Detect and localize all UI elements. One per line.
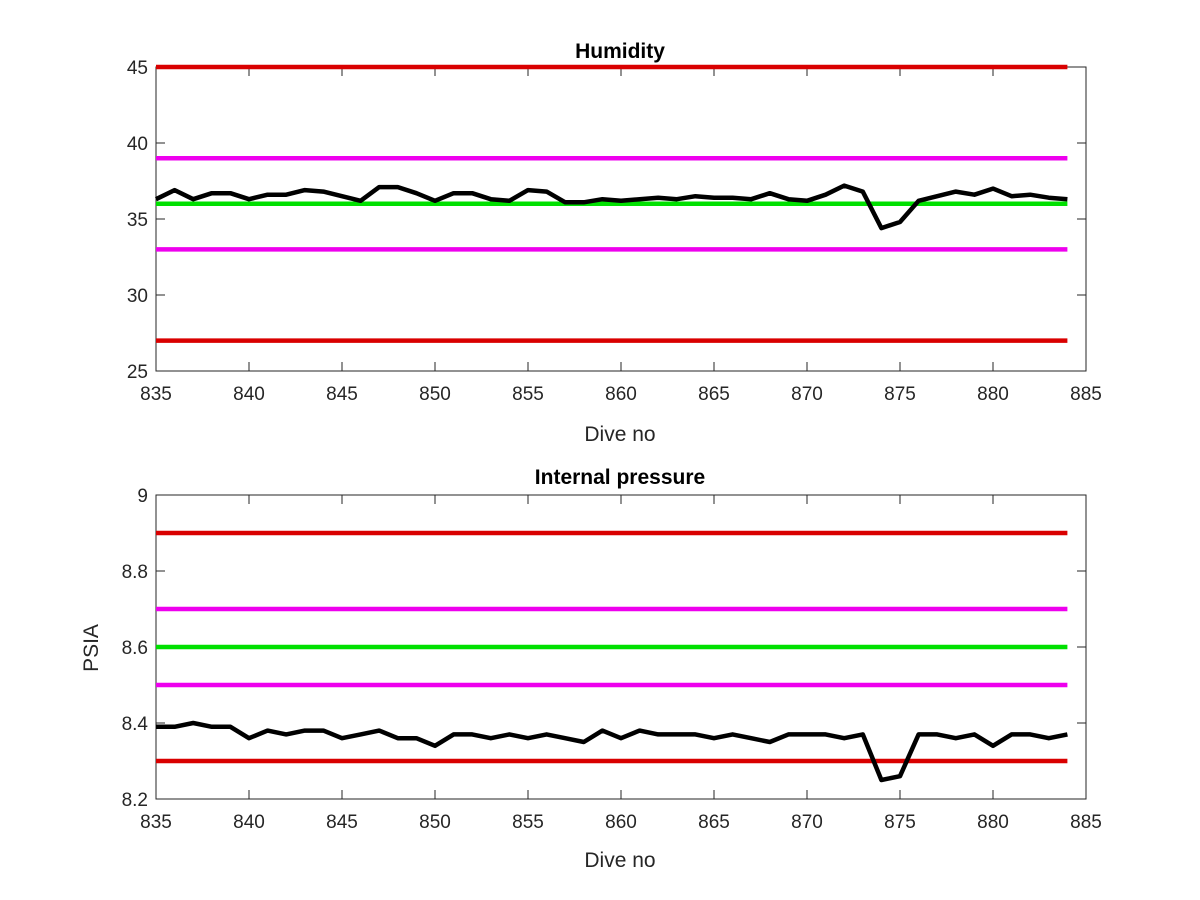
- x-tick-label: 835: [140, 812, 172, 833]
- x-tick-label: 860: [605, 812, 637, 833]
- x-tick-label: 885: [1070, 384, 1102, 405]
- chart-title: Internal pressure: [535, 466, 705, 489]
- x-tick-label: 835: [140, 384, 172, 405]
- y-tick-label: 8.2: [122, 790, 148, 811]
- y-tick-label: 9: [137, 486, 148, 507]
- x-tick-label: 845: [326, 384, 358, 405]
- y-axis-label: PSIA: [80, 624, 103, 672]
- y-tick-label: 8.8: [122, 562, 148, 583]
- x-tick-label: 865: [698, 384, 730, 405]
- x-tick-label: 840: [233, 384, 265, 405]
- x-tick-label: 870: [791, 812, 823, 833]
- internal-pressure-chart: 835 840 845 850 855 860 865 870 875 880 885 8.2 8.4 8…: [80, 466, 1102, 872]
- humidity-chart: 835 840 845 850 855 860 865 870 875 880 885 25 30 35 4…: [127, 40, 1102, 446]
- x-tick-label: 880: [977, 812, 1009, 833]
- x-tick-label: 875: [884, 812, 916, 833]
- y-tick-label: 8.4: [122, 714, 149, 735]
- x-tick-label: 860: [605, 384, 637, 405]
- x-tick-label: 870: [791, 384, 823, 405]
- series-line: [155, 183, 1068, 231]
- x-tick-label: 875: [884, 384, 916, 405]
- x-tick-label: 865: [698, 812, 730, 833]
- y-tick-label: 25: [127, 362, 148, 383]
- chart-title: Humidity: [575, 40, 665, 63]
- x-tick-label: 855: [512, 384, 544, 405]
- y-tick-label: 45: [127, 58, 148, 79]
- x-axis-label: Dive no: [584, 849, 655, 872]
- axes-box: [155, 66, 1087, 372]
- x-tick-label: 845: [326, 812, 358, 833]
- y-tick-label: 8.6: [122, 638, 148, 659]
- y-tick-label: 30: [127, 286, 148, 307]
- y-tick-label: 35: [127, 210, 148, 231]
- x-tick-label: 880: [977, 384, 1009, 405]
- x-tick-label: 855: [512, 812, 544, 833]
- x-tick-label: 885: [1070, 812, 1102, 833]
- x-tick-label: 840: [233, 812, 265, 833]
- x-tick-label: 850: [419, 384, 451, 405]
- x-axis-label: Dive no: [584, 423, 655, 446]
- x-tick-label: 850: [419, 812, 451, 833]
- series-line: [156, 720, 1068, 783]
- y-tick-label: 40: [127, 134, 148, 155]
